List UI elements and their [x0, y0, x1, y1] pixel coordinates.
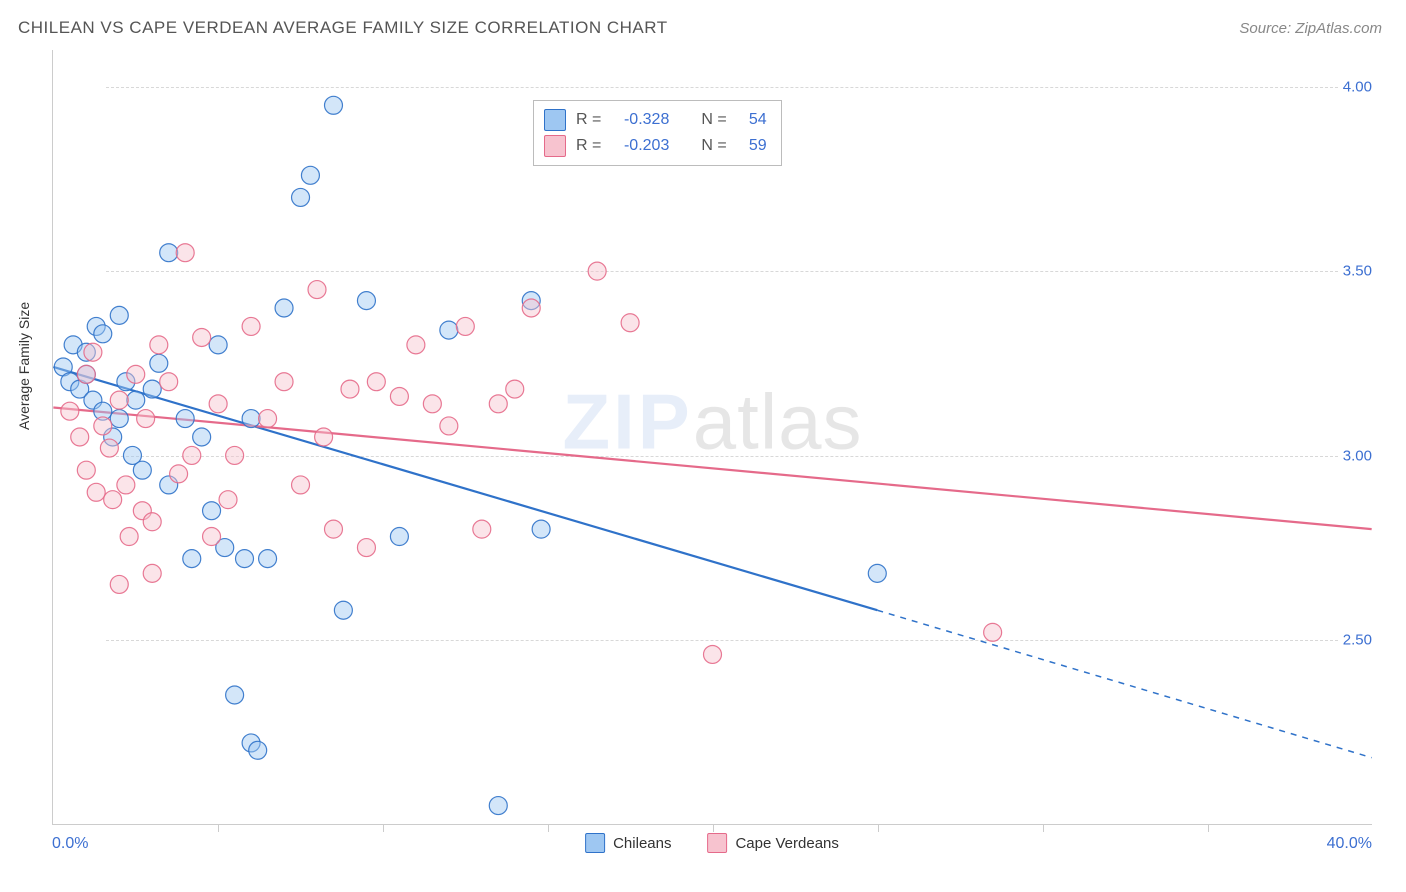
- r-label: R =: [576, 133, 601, 159]
- x-min-label: 0.0%: [52, 835, 88, 853]
- legend-item: Cape Verdeans: [707, 833, 838, 853]
- xtick: [218, 824, 219, 832]
- legend-item: Chileans: [585, 833, 671, 853]
- correlation-row: R = -0.203 N = 59: [544, 133, 767, 159]
- n-value: 54: [737, 107, 767, 133]
- legend-label: Cape Verdeans: [735, 835, 838, 852]
- x-max-label: 40.0%: [1327, 835, 1372, 853]
- swatch-icon: [544, 109, 566, 131]
- n-label: N =: [701, 107, 726, 133]
- xtick: [1043, 824, 1044, 832]
- correlation-box: R = -0.328 N = 54 R = -0.203 N = 59: [533, 100, 782, 166]
- chart-title: CHILEAN VS CAPE VERDEAN AVERAGE FAMILY S…: [18, 18, 668, 38]
- swatch-icon: [585, 833, 605, 853]
- xtick: [1208, 824, 1209, 832]
- xtick: [713, 824, 714, 832]
- y-axis-label: Average Family Size: [16, 302, 32, 430]
- legend-label: Chileans: [613, 835, 671, 852]
- r-value: -0.203: [611, 133, 669, 159]
- correlation-row: R = -0.328 N = 54: [544, 107, 767, 133]
- r-label: R =: [576, 107, 601, 133]
- r-value: -0.328: [611, 107, 669, 133]
- n-value: 59: [737, 133, 767, 159]
- scatter-points: [53, 50, 1372, 824]
- swatch-icon: [544, 135, 566, 157]
- source-label: Source: ZipAtlas.com: [1239, 20, 1382, 37]
- xtick: [548, 824, 549, 832]
- n-label: N =: [701, 133, 726, 159]
- swatch-icon: [707, 833, 727, 853]
- xtick: [878, 824, 879, 832]
- xtick: [383, 824, 384, 832]
- plot-area: ZIPatlas 2.503.003.504.00 R =-0.328N =54…: [52, 50, 1372, 825]
- series-legend: Chileans Cape Verdeans: [585, 833, 839, 853]
